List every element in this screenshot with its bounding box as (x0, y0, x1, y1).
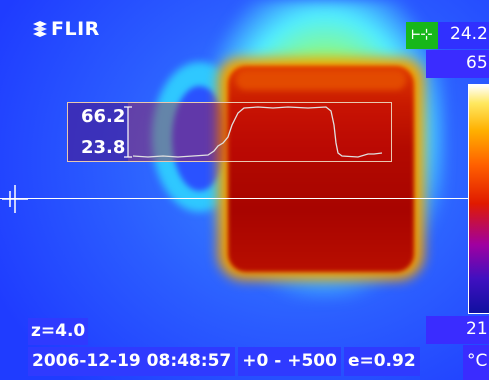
flir-logo: FLIR (31, 18, 100, 40)
zoom-readout: z=4.0 (28, 318, 88, 345)
line-profile-graph: 66.2 23.8 (67, 102, 392, 162)
status-bar: 2006-12-19 08:48:57 +0 - +500 e=0.92 (28, 347, 420, 376)
mug-handle-gap (172, 86, 227, 191)
datetime-readout: 2006-12-19 08:48:57 (28, 347, 236, 376)
flir-snowflake-icon (33, 21, 47, 37)
temperature-unit: °C (467, 351, 488, 371)
logo-text: FLIR (51, 18, 100, 40)
spot-meter-readout: ⊢⊹ 24.2 (406, 22, 489, 49)
profile-curve (124, 106, 383, 158)
measurement-line[interactable] (0, 198, 470, 199)
temperature-color-scale (468, 84, 489, 314)
scale-max-box: 65 (426, 50, 489, 78)
spot-meter-icon: ⊢⊹ (406, 22, 438, 49)
zoom-value: z=4.0 (31, 321, 86, 341)
line-cursor-icon[interactable] (2, 185, 28, 213)
unit-box: °C (463, 345, 489, 380)
spot-value: 24.2 (450, 24, 488, 44)
scale-max-value: 65 (466, 53, 488, 73)
mug-body-heat (228, 66, 414, 272)
scale-min-value: 21 (466, 319, 488, 339)
profile-max-label: 66.2 (81, 106, 126, 127)
emissivity-readout: e=0.92 (343, 347, 420, 376)
profile-min-label: 23.8 (81, 137, 126, 158)
scale-min-box: 21 (426, 316, 489, 344)
profile-label-area (68, 103, 128, 161)
mug-rim-heat (236, 70, 406, 90)
level-span-readout: +0 - +500 (238, 347, 341, 376)
